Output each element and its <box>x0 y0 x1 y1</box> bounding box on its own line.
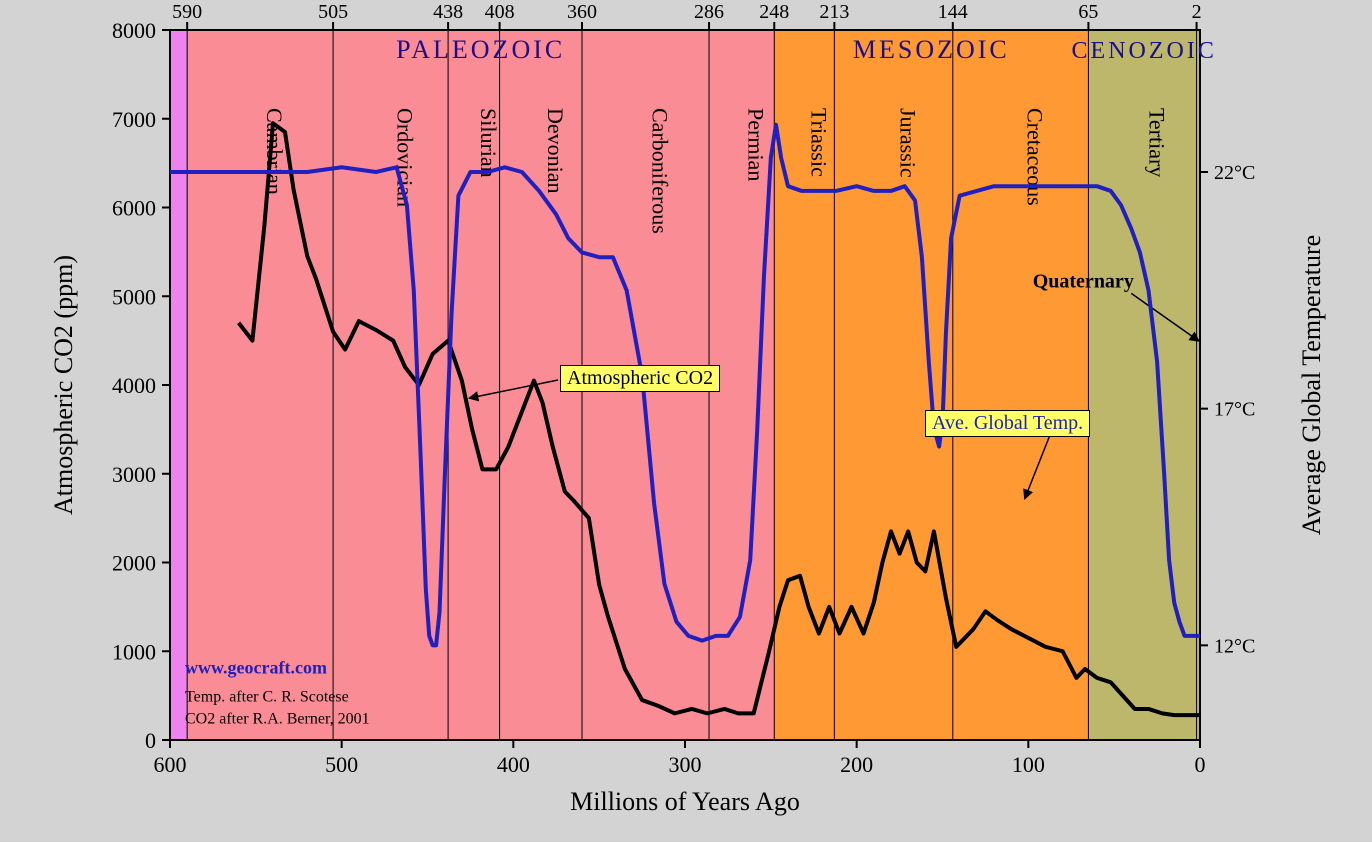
period-label: Cretaceous <box>1023 108 1048 206</box>
y-tick-label: 7000 <box>112 107 156 132</box>
era-band <box>1088 30 1196 740</box>
period-label: Silurian <box>476 108 501 178</box>
period-label: Triassic <box>806 108 831 177</box>
era-label: MESOZOIC <box>853 35 1010 64</box>
x-axis-label: Millions of Years Ago <box>570 787 800 816</box>
chart-svg: 010002000300040005000600070008000Atmosph… <box>0 0 1372 842</box>
x-top-tick-label: 590 <box>172 1 202 23</box>
x-top-tick-label: 505 <box>318 1 348 23</box>
x-top-tick-label: 2 <box>1192 1 1202 23</box>
x-top-tick-label: 144 <box>938 1 968 23</box>
y-tick-label: 5000 <box>112 284 156 309</box>
era-band <box>187 30 333 740</box>
credit-link[interactable]: www.geocraft.com <box>185 657 327 677</box>
x-top-tick-label: 408 <box>485 1 515 23</box>
period-label: Devonian <box>543 108 568 194</box>
era-label: CENOZOIC <box>1072 38 1217 64</box>
y2-tick-label: 17°C <box>1214 399 1255 421</box>
y-tick-label: 6000 <box>112 196 156 221</box>
quaternary-label: Quaternary <box>1033 270 1134 292</box>
period-label: Cambrian <box>262 108 287 195</box>
y2-tick-label: 22°C <box>1214 162 1255 184</box>
y-tick-label: 0 <box>145 728 156 753</box>
y-tick-label: 2000 <box>112 551 156 576</box>
x-tick-label: 300 <box>669 752 702 777</box>
x-tick-label: 400 <box>497 752 530 777</box>
x-top-tick-label: 248 <box>759 1 789 23</box>
x-top-tick-label: 286 <box>694 1 724 23</box>
era-label: PALEOZOIC <box>396 35 565 64</box>
y-tick-label: 4000 <box>112 373 156 398</box>
x-tick-label: 500 <box>325 752 358 777</box>
callout-atmospheric-co2: Atmospheric CO2 <box>560 365 720 392</box>
x-tick-label: 0 <box>1195 752 1206 777</box>
era-band <box>170 30 187 740</box>
y-axis-label-right: Average Global Temperature <box>1297 235 1326 535</box>
x-top-tick-label: 65 <box>1078 1 1098 23</box>
credit-line: CO2 after R.A. Berner, 2001 <box>185 710 370 727</box>
x-tick-label: 100 <box>1012 752 1045 777</box>
credit-line: Temp. after C. R. Scotese <box>185 688 349 705</box>
y-tick-label: 1000 <box>112 639 156 664</box>
y2-tick-label: 12°C <box>1214 635 1255 657</box>
period-label: Jurassic <box>896 108 921 178</box>
callout-label: Atmospheric CO2 <box>567 367 713 389</box>
x-top-tick-label: 213 <box>819 1 849 23</box>
chart-stage: 010002000300040005000600070008000Atmosph… <box>0 0 1372 842</box>
y-tick-label: 3000 <box>112 462 156 487</box>
callout-label: Ave. Global Temp. <box>932 412 1083 434</box>
y-tick-label: 8000 <box>112 18 156 43</box>
x-tick-label: 200 <box>840 752 873 777</box>
y-axis-label-left: Atmospheric CO2 (ppm) <box>49 255 78 515</box>
era-band <box>834 30 952 740</box>
x-top-tick-label: 360 <box>567 1 597 23</box>
period-label: Permian <box>744 108 769 181</box>
period-label: Carboniferous <box>648 108 673 234</box>
period-label: Tertiary <box>1144 108 1169 177</box>
x-top-tick-label: 438 <box>433 1 463 23</box>
x-tick-label: 600 <box>154 752 187 777</box>
callout-avg-global-temp: Ave. Global Temp. <box>925 410 1090 437</box>
